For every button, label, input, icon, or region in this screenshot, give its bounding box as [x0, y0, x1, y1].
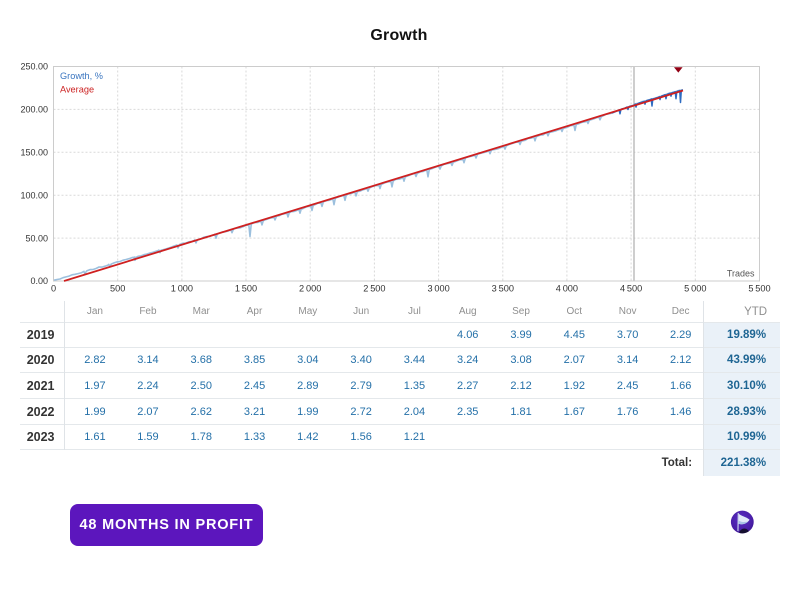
- svg-text:3 500: 3 500: [492, 284, 514, 294]
- svg-text:2 500: 2 500: [363, 284, 385, 294]
- svg-text:4 500: 4 500: [620, 284, 642, 294]
- svg-text:200.00: 200.00: [20, 105, 48, 115]
- svg-text:1 500: 1 500: [235, 284, 257, 294]
- svg-text:100.00: 100.00: [20, 190, 48, 200]
- svg-text:2 000: 2 000: [299, 284, 321, 294]
- svg-text:5 000: 5 000: [684, 284, 706, 294]
- svg-text:Average: Average: [60, 84, 94, 94]
- svg-text:4 000: 4 000: [556, 284, 578, 294]
- svg-text:150.00: 150.00: [20, 148, 48, 158]
- svg-text:Growth, %: Growth, %: [60, 71, 103, 81]
- svg-text:500: 500: [110, 284, 125, 294]
- svg-text:Trades: Trades: [727, 269, 755, 279]
- svg-text:50.00: 50.00: [25, 233, 48, 243]
- svg-text:0: 0: [51, 284, 56, 294]
- svg-text:250.00: 250.00: [20, 62, 48, 72]
- svg-text:0.00: 0.00: [30, 276, 48, 286]
- svg-text:3 000: 3 000: [427, 284, 449, 294]
- svg-text:5 500: 5 500: [748, 284, 770, 294]
- svg-text:1 000: 1 000: [171, 284, 193, 294]
